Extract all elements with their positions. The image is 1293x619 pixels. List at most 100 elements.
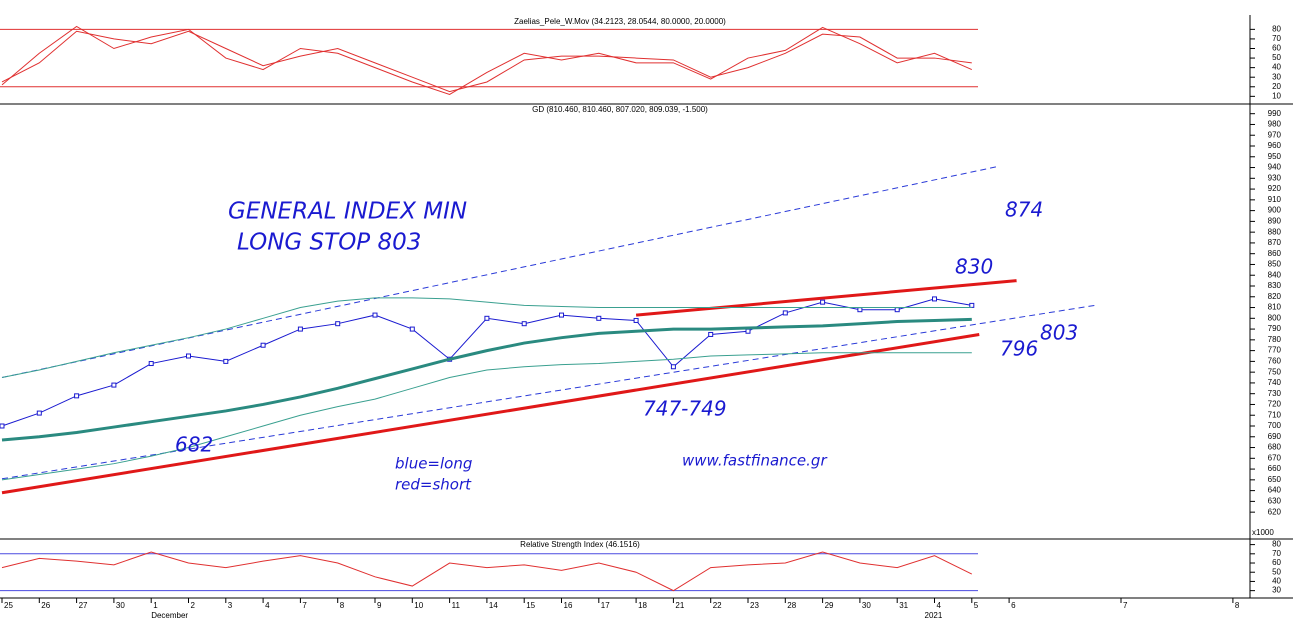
x-tick-label: 27 [79,601,88,610]
x-tick-label: 8 [340,601,345,610]
y-tick-label: 20 [1272,82,1281,91]
y-tick-label: 930 [1268,173,1282,182]
y-tick-label: 40 [1272,577,1281,586]
price-marker [969,302,975,308]
y-tick-label: 730 [1268,389,1282,398]
annotation: 874 [1005,198,1043,222]
y-tick-label: 970 [1268,130,1282,139]
y-tick-label: 860 [1268,249,1282,258]
price-marker [633,317,639,323]
y-tick-label: 30 [1272,72,1281,81]
y-tick-label: 800 [1268,313,1282,322]
y-tick-label: 990 [1268,109,1282,118]
y-tick-label: 920 [1268,184,1282,193]
price-marker [409,326,415,332]
price-marker [260,342,266,348]
panel-title: Relative Strength Index (46.1516) [520,540,640,549]
y-tick-label: 50 [1272,567,1281,576]
y-tick-label: 60 [1272,558,1281,567]
annotation: 830 [955,255,993,279]
x-tick-label: 2 [191,601,196,610]
y-tick-label: 70 [1272,34,1281,43]
month-label: 2021 [925,611,943,619]
panel-title: Zaelias_Pele_W.Mov (34.2123, 28.0544, 80… [514,17,726,26]
price-marker [782,310,788,316]
y-tick-label: 890 [1268,216,1282,225]
price-marker [670,364,676,370]
x-tick-label: 14 [489,601,498,610]
y-tick-label: 690 [1268,432,1282,441]
price-marker [559,312,564,318]
x-tick-label: 30 [116,601,125,610]
trendline [1,332,980,495]
y-tick-label: 50 [1272,53,1281,62]
y-tick-label: 650 [1268,475,1282,484]
y-tick-label: 700 [1268,421,1282,430]
y-tick-label: 60 [1272,44,1281,53]
y-tick-label: 840 [1268,270,1282,279]
series-line [1,30,972,93]
y-tick-label: 30 [1272,586,1281,595]
y-tick-label: 630 [1268,496,1282,505]
price-marker [521,321,527,327]
x-tick-label: 10 [414,601,423,610]
annotation: red=short [395,476,472,494]
series-line [1,352,972,481]
x-tick-label: 31 [899,601,908,610]
y-tick-label: 850 [1268,260,1282,269]
y-tick-label: 940 [1268,163,1282,172]
y-tick-label: 880 [1268,227,1282,236]
y-tick-label: 830 [1268,281,1282,290]
x-tick-label: 22 [713,601,722,610]
y-tick-label: 80 [1272,540,1281,549]
y-tick-label: 80 [1272,24,1281,33]
series-line [1,25,972,95]
x-tick-label: 11 [452,601,461,610]
price-marker [596,315,602,321]
price-marker [372,312,378,318]
x-tick-label: 26 [41,601,50,610]
price-marker [297,326,303,332]
y-tick-label: 760 [1268,356,1282,365]
series-line [1,297,972,379]
y-tick-label: 910 [1268,195,1282,204]
annotation: GENERAL INDEX MIN [228,199,467,225]
y-tick-label: 710 [1268,410,1282,419]
annotation: LONG STOP 803 [237,230,421,256]
volume-label: x1000 [1252,528,1274,537]
x-tick-label: 28 [787,601,796,610]
price-marker [186,353,191,359]
price-marker [708,331,714,337]
x-tick-label: 16 [564,601,573,610]
y-tick-label: 870 [1268,238,1282,247]
x-tick-label: 1 [153,601,158,610]
price-marker [857,307,863,313]
x-tick-label: 17 [601,601,610,610]
y-tick-label: 40 [1272,63,1281,72]
price-marker [148,361,154,367]
y-tick-label: 720 [1268,400,1282,409]
y-tick-label: 70 [1272,549,1281,558]
y-tick-label: 740 [1268,378,1282,387]
x-tick-label: 29 [825,601,834,610]
y-tick-label: 770 [1268,346,1282,355]
y-tick-label: 660 [1268,464,1282,473]
price-marker [74,393,80,399]
y-tick-label: 790 [1268,324,1282,333]
y-tick-label: 750 [1268,367,1282,376]
x-tick-label: 5 [974,601,979,610]
price-marker [223,358,229,364]
x-tick-label: 4 [265,601,270,610]
x-tick-label: 23 [750,601,759,610]
y-tick-label: 950 [1268,152,1282,161]
x-tick-label: 3 [228,601,233,610]
price-marker [894,307,900,313]
x-tick-label: 25 [4,601,13,610]
annotation: 803 [1040,321,1078,345]
y-tick-label: 10 [1272,91,1281,100]
price-marker [932,296,937,302]
month-label: December [151,611,188,619]
x-tick-label: 21 [675,601,684,610]
